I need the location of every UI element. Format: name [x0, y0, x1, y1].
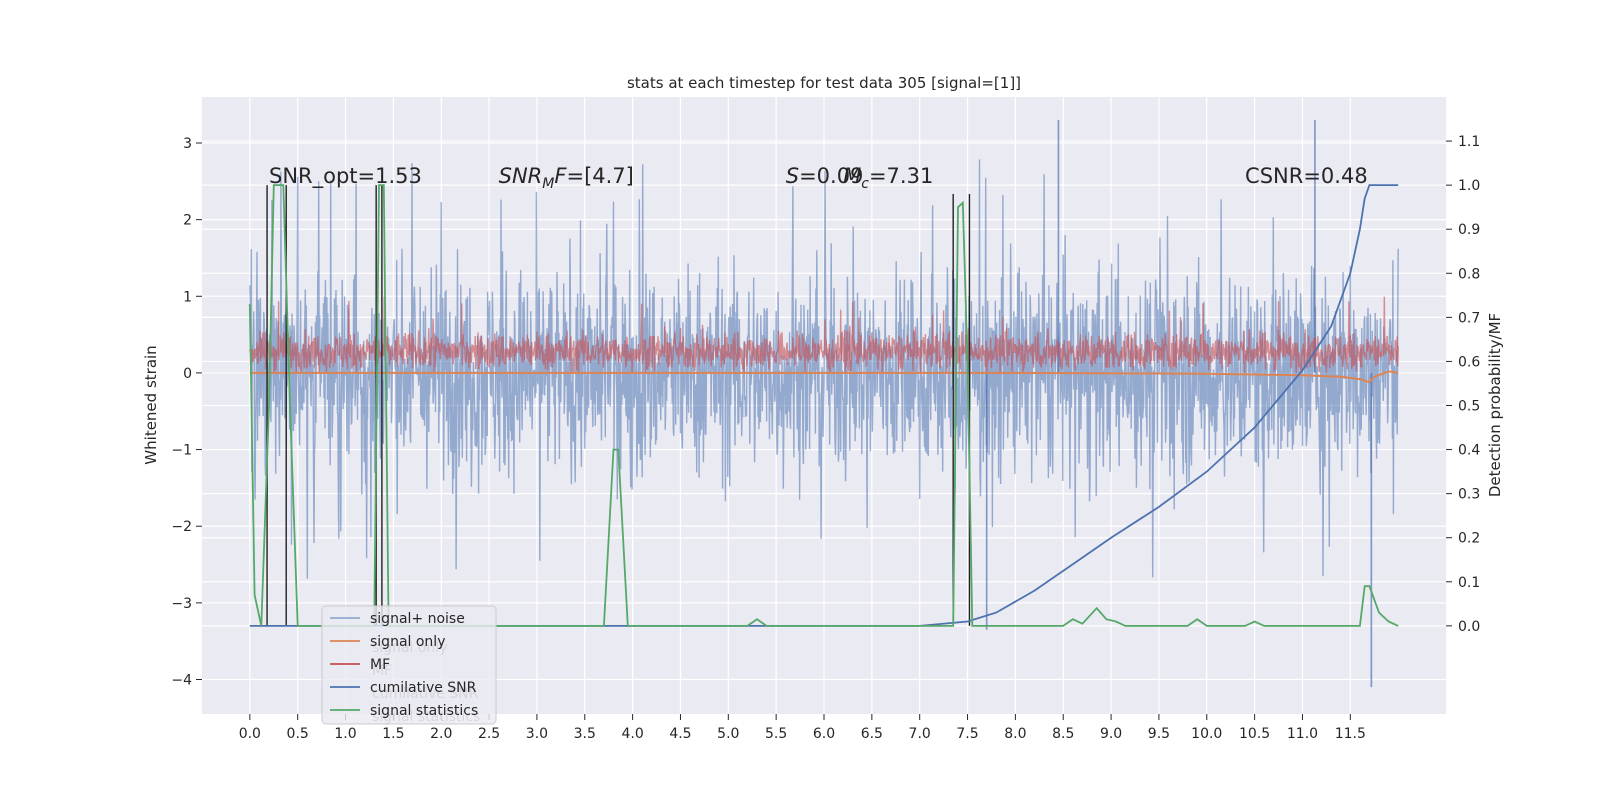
y2-tick-label: 0.8	[1458, 266, 1480, 282]
y2-tick-label: 0.1	[1458, 575, 1480, 591]
y-tick-label: −4	[171, 673, 192, 689]
annotation-csnr: CSNR=0.48	[1245, 164, 1368, 188]
y2-tick-label: 0.0	[1458, 619, 1480, 635]
annotation-part: =7.31	[869, 164, 933, 188]
x-tick-label: 0.5	[287, 726, 309, 742]
y2-tick-label: 1.0	[1458, 178, 1480, 194]
y-tick-label: 2	[183, 213, 192, 229]
series-layer	[248, 119, 1399, 688]
legend-box	[321, 605, 497, 725]
y-axis-label: Whitened strain	[142, 345, 160, 464]
annotation-s: S=0.09	[786, 164, 864, 188]
y2-tick-label: 0.4	[1458, 443, 1480, 459]
x-tick-label: 7.5	[956, 726, 978, 742]
annotation-part: M	[542, 176, 554, 192]
x-tick-label: 9.0	[1100, 726, 1122, 742]
y-tick-label: −3	[171, 596, 192, 612]
x-tick-label: 5.0	[717, 726, 739, 742]
annotation-snr-opt: SNR_opt=1.53	[269, 164, 422, 189]
y2-tick-label: 1.1	[1458, 134, 1480, 150]
x-tick-label: 4.0	[621, 726, 643, 742]
signal-noise-line	[249, 159, 1399, 579]
x-tick-label: 2.0	[430, 726, 452, 742]
legend: signal only MF cumilative SNR signal statis…	[321, 605, 497, 725]
x-tick-label: 5.5	[765, 726, 787, 742]
ticks-layer: 3 2 1 0 −1 −2 −3 −4 1.1 1.0 0.9 0.8 0.7 0.6 0.5 0.4 0.3 0…	[171, 134, 1480, 742]
x-tick-label: 3.5	[574, 726, 596, 742]
legend-label: MF	[370, 657, 390, 673]
legend-label: cumilative SNR	[370, 680, 477, 696]
y-tick-label: −2	[171, 519, 192, 535]
y2-tick-label: 0.2	[1458, 531, 1480, 547]
x-tick-label: 8.0	[1004, 726, 1026, 742]
signal-only-line	[249, 370, 1399, 384]
y2-tick-label: 0.9	[1458, 222, 1480, 238]
x-tick-label: 8.5	[1052, 726, 1074, 742]
annotation-part: M	[843, 164, 861, 188]
x-tick-label: 6.0	[813, 726, 835, 742]
cumulative-snr-line	[249, 184, 1399, 627]
annotation-part: S	[786, 164, 799, 188]
y-tick-label: 0	[183, 366, 192, 382]
y2-axis-label: Detection probability/MF	[1486, 313, 1504, 497]
x-tick-label: 3.0	[526, 726, 548, 742]
annotation-part: c	[861, 176, 869, 192]
x-tick-label: 4.5	[669, 726, 691, 742]
x-tick-label: 10.0	[1191, 726, 1222, 742]
y2-tick-label: 0.7	[1458, 310, 1480, 326]
x-tick-label: 7.0	[909, 726, 931, 742]
y-tick-label: −1	[171, 443, 192, 459]
legend-label: signal only	[370, 634, 445, 650]
y2-tick-label: 0.3	[1458, 487, 1480, 503]
x-tick-label: 11.0	[1287, 726, 1318, 742]
x-tick-label: 11.5	[1335, 726, 1366, 742]
annotation-snr-mf: SNRMF=[4.7]	[499, 164, 634, 192]
legend-label: signal+ noise	[370, 611, 465, 627]
annotation-part: F	[554, 164, 567, 188]
y2-tick-label: 0.6	[1458, 354, 1480, 370]
x-tick-label: 6.5	[861, 726, 883, 742]
mf-line	[249, 296, 1399, 373]
x-tick-label: 0.0	[239, 726, 261, 742]
y2-tick-label: 0.5	[1458, 399, 1480, 415]
annotation-part: =0.09	[799, 164, 863, 188]
y-tick-label: 1	[183, 289, 192, 305]
x-tick-label: 10.5	[1239, 726, 1270, 742]
chart-title: stats at each timestep for test data 305…	[627, 74, 1021, 92]
annotation-mc: Mc=7.31	[843, 164, 933, 192]
x-tick-label: 2.5	[478, 726, 500, 742]
x-tick-label: 1.5	[382, 726, 404, 742]
annotation-part: SNR	[499, 164, 543, 188]
legend-label: signal statistics	[370, 703, 478, 719]
annotation-part: =[4.7]	[566, 164, 633, 188]
y-tick-label: 3	[183, 136, 192, 152]
x-tick-label: 1.0	[334, 726, 356, 742]
signal-statistics-line	[248, 184, 1399, 627]
x-tick-label: 9.5	[1148, 726, 1170, 742]
